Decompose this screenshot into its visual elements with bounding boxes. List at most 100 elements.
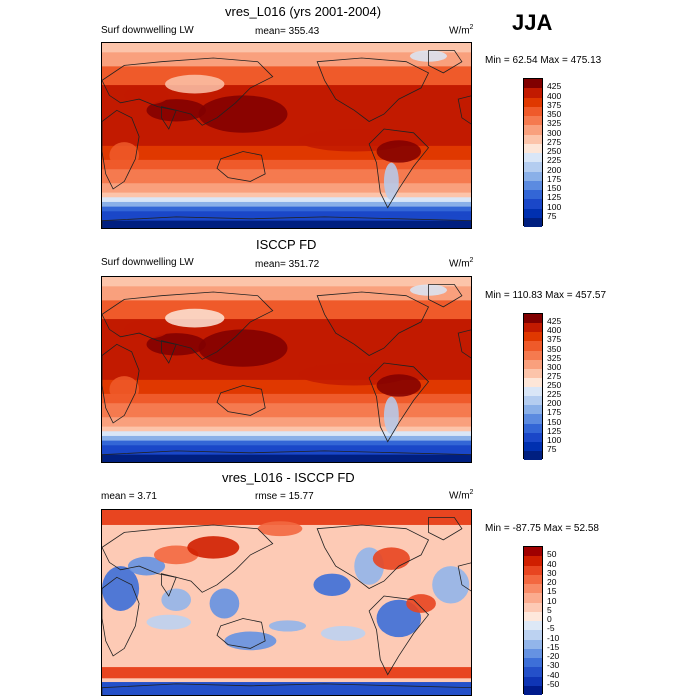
map-band — [102, 183, 471, 189]
colorbar-tick-label: 10 — [547, 595, 557, 606]
colorbar-swatch — [524, 639, 542, 649]
map-band — [102, 215, 471, 222]
map-band — [102, 412, 471, 419]
map-band — [102, 61, 471, 68]
panel1-center-label: mean= 355.43 — [255, 26, 320, 37]
colorbar-swatch — [524, 423, 542, 433]
panel1-minmax: Min = 62.54 Max = 475.13 — [485, 55, 602, 66]
map-band — [102, 417, 471, 423]
coastline — [102, 343, 140, 424]
map-band — [102, 328, 471, 335]
colorbar-tick-label: 375 — [547, 334, 562, 345]
map-band — [102, 421, 471, 428]
map-feature — [153, 545, 199, 565]
colorbar-tick-label: 300 — [547, 361, 562, 372]
colorbar-swatch — [524, 180, 542, 190]
colorbar-swatch — [524, 359, 542, 369]
colorbar-tick-label: 15 — [547, 586, 557, 597]
coastline — [316, 57, 430, 122]
map-feature — [406, 594, 436, 613]
map-band — [102, 155, 471, 161]
colorbar-tick-label: 250 — [547, 146, 562, 156]
map-feature — [165, 308, 225, 328]
colorbar-swatch — [524, 621, 542, 631]
map-band — [102, 337, 471, 344]
coastline — [216, 151, 266, 182]
colorbar-swatch — [524, 602, 542, 612]
colorbar-tick-label: 100 — [547, 201, 562, 212]
colorbar-tick-label: 425 — [547, 81, 562, 92]
map-band — [102, 71, 471, 77]
colorbar-tick-label: 150 — [547, 416, 562, 427]
colorbar-tick-label: 325 — [547, 118, 562, 129]
map-band — [102, 407, 471, 414]
coastline — [102, 57, 274, 126]
colorbar-swatch — [524, 396, 542, 406]
coastline — [102, 576, 140, 657]
panel2-units-sup: 2 — [469, 257, 474, 264]
colorbar-swatch — [524, 648, 542, 658]
map-band — [102, 206, 471, 213]
map-band — [102, 131, 471, 138]
map-feature — [432, 566, 470, 604]
map-band — [102, 103, 471, 110]
colorbar-swatch — [524, 676, 542, 686]
coastline — [457, 562, 471, 592]
colorbar-swatch — [524, 565, 542, 575]
coastline — [102, 109, 140, 190]
colorbar-tick-label: 125 — [547, 192, 562, 203]
map-band — [102, 333, 471, 339]
map-band — [102, 291, 471, 297]
map-band — [102, 389, 471, 395]
map-feature — [161, 588, 192, 611]
map-band — [102, 309, 471, 316]
colorbar-swatch — [524, 217, 542, 227]
map-band — [102, 164, 471, 171]
map-band — [102, 192, 471, 199]
map-band — [102, 178, 471, 185]
panel2-colorbar — [523, 313, 543, 460]
map-feature — [383, 162, 399, 201]
coastline — [102, 291, 274, 360]
colorbar-swatch — [524, 584, 542, 594]
coastline — [368, 128, 430, 209]
map-band — [102, 314, 471, 321]
map-band — [102, 319, 471, 325]
colorbar-swatch — [524, 143, 542, 153]
map-band — [102, 667, 471, 679]
panel3-units-base: W/m — [449, 490, 470, 502]
colorbar-swatch — [524, 658, 542, 668]
coastline — [216, 385, 266, 416]
map-band — [102, 169, 471, 175]
map-feature — [146, 614, 192, 630]
coastline — [368, 362, 430, 443]
colorbar-swatch — [524, 350, 542, 360]
coastline — [316, 524, 430, 589]
colorbar-swatch — [524, 685, 542, 695]
map-band — [102, 141, 471, 147]
map-feature — [165, 74, 225, 94]
colorbar-tick-label: 30 — [547, 567, 557, 578]
coastline — [102, 216, 471, 228]
map-band — [102, 286, 471, 293]
panel3-units-sup: 2 — [469, 489, 474, 496]
coastline — [161, 573, 177, 597]
map-band — [102, 435, 471, 442]
colorbar-swatch — [524, 190, 542, 200]
map-band — [102, 94, 471, 101]
colorbar-swatch — [524, 341, 542, 351]
colorbar-swatch — [524, 450, 542, 460]
panel2-units-base: W/m — [449, 258, 470, 270]
map-band — [102, 459, 471, 462]
panel2-map — [101, 276, 472, 463]
colorbar-tick-label: 300 — [547, 127, 562, 138]
colorbar-swatch — [524, 611, 542, 621]
map-feature — [109, 376, 140, 403]
map-band — [102, 295, 471, 302]
map-band — [102, 99, 471, 105]
map-band — [102, 43, 471, 49]
colorbar-tick-label: 225 — [547, 155, 562, 166]
map-band — [102, 201, 471, 208]
colorbar-tick-label: 275 — [547, 370, 562, 381]
coastline — [161, 340, 177, 364]
